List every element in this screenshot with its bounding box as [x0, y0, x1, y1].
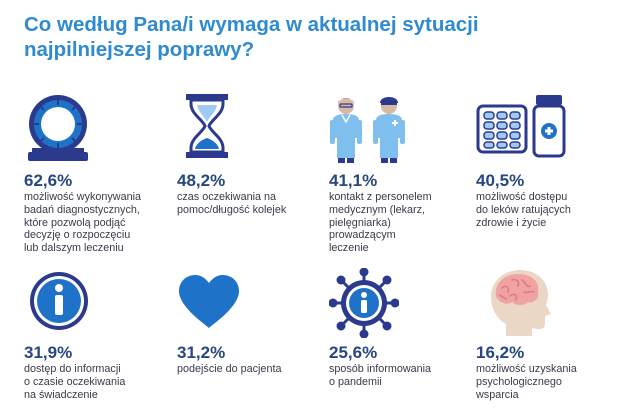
survey-item-staff-contact: 41,1% kontakt z personelem medycznym (le…: [329, 92, 479, 267]
percent-value: 31,9%: [24, 343, 73, 362]
title-line-1: Co według Pana/i wymaga w aktualnej sytu…: [24, 13, 479, 36]
survey-item-waiting-time: 48,2% czas oczekiwania na pomoc/długość …: [177, 92, 327, 267]
survey-item-medicine-access: 40,5% możliwość dostępu do leków ratując…: [476, 92, 620, 267]
head-brain-icon: [488, 268, 554, 336]
item-description: czas oczekiwania na pomoc/długość koleje…: [177, 191, 287, 216]
survey-item-psychological-support: 16,2% możliwość uzyskania psychologiczne…: [476, 270, 620, 410]
item-description: podejście do pacjenta: [177, 363, 282, 375]
title-line-2: najpilniejszej poprawy?: [24, 38, 255, 61]
item-description: możliwość uzyskania psychologicznego wsp…: [476, 363, 577, 401]
info-icon: [28, 270, 90, 332]
percent-value: 41,1%: [329, 171, 378, 190]
hourglass-icon: [185, 94, 229, 158]
medicine-pills-icon: [476, 94, 568, 160]
heart-icon: [177, 274, 241, 330]
item-description: sposób informowania o pandemii: [329, 363, 432, 388]
ct-scanner-icon: [26, 92, 90, 164]
survey-item-pandemic-info: 25,6% sposób informowania o pandemii: [329, 268, 479, 410]
percent-value: 62,6%: [24, 171, 73, 190]
survey-item-patient-approach: 31,2% podejście do pacjenta: [177, 270, 327, 410]
item-description: dostęp do informacji o czasie oczekiwani…: [24, 363, 126, 401]
medical-staff-icon: [329, 92, 413, 164]
survey-item-diagnostics: 62,6% możliwość wykonywania badań diagno…: [24, 92, 174, 267]
item-description: kontakt z personelem medycznym (lekarz, …: [329, 191, 432, 255]
percent-value: 31,2%: [177, 343, 226, 362]
item-description: możliwość dostępu do leków ratujących zd…: [476, 191, 571, 229]
percent-value: 16,2%: [476, 343, 525, 362]
virus-info-icon: [329, 268, 399, 338]
survey-item-waiting-info: 31,9% dostęp do informacji o czasie ocze…: [24, 270, 174, 410]
page-title: Co według Pana/i wymaga w aktualnej sytu…: [24, 12, 614, 62]
percent-value: 48,2%: [177, 171, 226, 190]
percent-value: 40,5%: [476, 171, 525, 190]
item-description: możliwość wykonywania badań diagnostyczn…: [24, 191, 142, 255]
percent-value: 25,6%: [329, 343, 378, 362]
